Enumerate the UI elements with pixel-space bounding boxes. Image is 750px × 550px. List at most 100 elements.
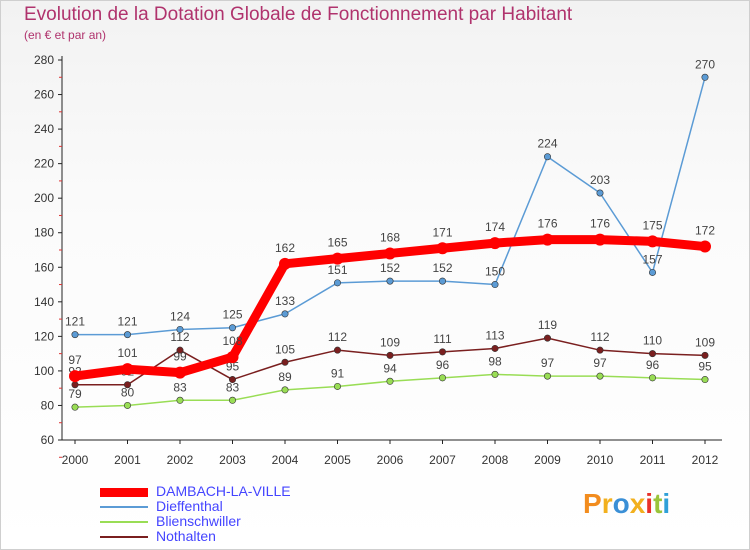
legend-swatch — [100, 521, 148, 523]
logo-letter: P — [583, 488, 602, 519]
x-tick-label: 2012 — [692, 453, 719, 467]
x-tick-label: 2005 — [324, 453, 351, 467]
data-label: 224 — [537, 137, 557, 151]
x-tick-label: 2002 — [167, 453, 194, 467]
y-tick-label: 180 — [34, 226, 54, 240]
data-point — [386, 377, 394, 385]
logo-letter: x — [629, 488, 646, 519]
logo-letter: r — [601, 488, 613, 519]
data-point — [438, 374, 446, 382]
data-point — [648, 374, 656, 382]
y-tick-label: 60 — [41, 433, 55, 447]
data-label: 151 — [327, 263, 347, 277]
data-label: 152 — [380, 261, 400, 275]
x-tick-label: 2010 — [587, 453, 614, 467]
data-point — [543, 372, 551, 380]
data-label: 112 — [328, 330, 347, 344]
data-point — [229, 324, 237, 332]
data-point — [229, 376, 237, 384]
data-point — [489, 237, 501, 250]
chart-subtitle: (en € et par an) — [24, 28, 107, 42]
data-point — [701, 351, 709, 359]
data-point — [124, 401, 132, 409]
data-label: 152 — [432, 261, 452, 275]
data-point — [701, 73, 709, 81]
data-point — [543, 334, 551, 342]
data-label: 176 — [590, 217, 610, 231]
data-point — [543, 153, 551, 161]
data-label: 95 — [226, 360, 240, 374]
x-tick-label: 2004 — [272, 453, 299, 467]
data-label: 165 — [327, 236, 347, 250]
data-point — [436, 242, 449, 255]
logo-letter: o — [612, 488, 630, 519]
data-point — [176, 325, 184, 333]
data-label: 79 — [68, 387, 82, 401]
data-point — [648, 268, 656, 276]
data-label: 121 — [117, 315, 137, 329]
data-point — [491, 281, 499, 289]
data-point — [384, 247, 396, 260]
legend-swatch — [100, 488, 148, 497]
data-point — [596, 189, 604, 197]
data-label: 112 — [590, 330, 609, 344]
data-label: 95 — [698, 360, 712, 374]
y-tick-label: 260 — [34, 88, 54, 102]
data-point — [71, 331, 79, 339]
y-tick-label: 80 — [41, 398, 55, 412]
x-tick-label: 2003 — [219, 453, 246, 467]
data-label: 203 — [590, 173, 610, 187]
data-label: 83 — [226, 380, 240, 394]
data-label: 101 — [117, 346, 137, 360]
data-point — [226, 351, 239, 364]
data-point — [541, 233, 554, 246]
data-point — [279, 257, 291, 270]
x-tick-label: 2009 — [534, 453, 561, 467]
data-point — [646, 235, 659, 248]
series-line-dieffenthal — [74, 76, 706, 336]
data-label: 110 — [643, 334, 662, 348]
data-point — [386, 351, 394, 359]
data-point — [333, 279, 341, 287]
data-point — [333, 346, 341, 354]
data-label: 109 — [380, 335, 400, 349]
data-point — [124, 381, 132, 389]
data-point — [386, 277, 394, 285]
data-label: 99 — [173, 350, 187, 364]
data-point — [491, 370, 499, 378]
data-label: 171 — [432, 225, 452, 239]
data-point — [594, 233, 606, 246]
data-label: 91 — [331, 366, 345, 380]
data-point — [71, 403, 79, 411]
data-label: 168 — [380, 230, 400, 244]
data-point — [281, 358, 289, 366]
x-tick-label: 2008 — [482, 453, 509, 467]
data-point — [176, 346, 184, 354]
data-label: 176 — [537, 217, 557, 231]
data-point — [596, 346, 604, 354]
y-tick-label: 200 — [34, 191, 54, 205]
data-point — [438, 277, 446, 285]
data-label: 133 — [275, 294, 295, 308]
data-label: 97 — [68, 353, 82, 367]
data-point — [69, 370, 81, 383]
data-point — [701, 376, 709, 384]
data-label: 80 — [121, 385, 135, 399]
legend-label: Dieffenthal — [156, 498, 223, 514]
data-label: 174 — [485, 220, 505, 234]
data-point — [596, 372, 604, 380]
data-label: 83 — [173, 380, 187, 394]
x-tick-label: 2001 — [114, 453, 141, 467]
data-point — [331, 252, 344, 265]
data-label: 157 — [642, 252, 662, 266]
logo-letter: i — [645, 488, 654, 519]
data-label: 109 — [695, 335, 715, 349]
data-label: 112 — [170, 330, 189, 344]
data-point — [229, 396, 237, 404]
y-tick-label: 140 — [34, 295, 54, 309]
data-label: 105 — [275, 342, 295, 356]
y-tick-label: 220 — [34, 157, 54, 171]
data-label: 121 — [65, 315, 85, 329]
y-tick-label: 280 — [34, 53, 54, 67]
